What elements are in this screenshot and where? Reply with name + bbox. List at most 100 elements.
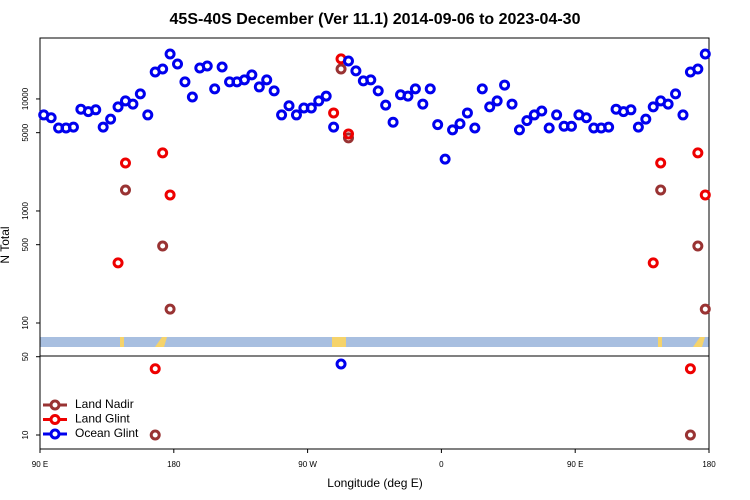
- point: [142, 109, 154, 121]
- x-axis-label: Longitude (deg E): [327, 476, 422, 490]
- point: [90, 104, 102, 116]
- y-tick-label: 10: [21, 430, 30, 439]
- point: [149, 429, 161, 441]
- point: [313, 95, 325, 107]
- point: [499, 79, 511, 91]
- point: [417, 98, 429, 110]
- point: [290, 109, 302, 121]
- legend-marker: [49, 428, 61, 440]
- point: [580, 112, 592, 124]
- point: [632, 121, 644, 133]
- point: [536, 105, 548, 117]
- point: [699, 303, 711, 315]
- point: [454, 118, 466, 130]
- point: [97, 121, 109, 133]
- point: [439, 153, 451, 165]
- point: [692, 147, 704, 159]
- x-tick-label: 90 W: [298, 460, 317, 469]
- point: [112, 257, 124, 269]
- point: [209, 83, 221, 95]
- point: [677, 109, 689, 121]
- point: [283, 100, 295, 112]
- land-patch: [332, 337, 346, 347]
- point: [67, 121, 79, 133]
- point: [149, 363, 161, 375]
- point: [409, 83, 421, 95]
- point: [157, 240, 169, 252]
- point: [603, 121, 615, 133]
- point: [684, 363, 696, 375]
- y-tick-label: 50: [21, 352, 30, 361]
- point: [365, 74, 377, 86]
- x-tick-label: 180: [702, 460, 716, 469]
- point: [350, 65, 362, 77]
- x-tick-label: 90 E: [567, 460, 583, 469]
- land-strip: [40, 337, 709, 347]
- x-tick-label: 180: [167, 460, 181, 469]
- point: [565, 120, 577, 132]
- point: [261, 74, 273, 86]
- point: [164, 303, 176, 315]
- point: [342, 55, 354, 67]
- point: [469, 122, 481, 134]
- point: [491, 95, 503, 107]
- point: [127, 98, 139, 110]
- point: [684, 429, 696, 441]
- point: [186, 91, 198, 103]
- point: [447, 124, 459, 136]
- point: [157, 147, 169, 159]
- point: [380, 99, 392, 111]
- point: [119, 184, 131, 196]
- point: [172, 58, 184, 70]
- land-patch: [155, 337, 167, 347]
- point: [328, 107, 340, 119]
- legend-label: Ocean Glint: [75, 426, 139, 440]
- point: [424, 83, 436, 95]
- point: [640, 113, 652, 125]
- point: [521, 115, 533, 127]
- point: [625, 104, 637, 116]
- point: [432, 119, 444, 131]
- point: [335, 358, 347, 370]
- point: [216, 61, 228, 73]
- point: [335, 63, 347, 75]
- point: [246, 69, 258, 81]
- land-patch: [120, 337, 124, 347]
- point: [45, 112, 57, 124]
- y-tick-label: 1000: [21, 202, 30, 220]
- point: [513, 124, 525, 136]
- y-tick-label: 5000: [21, 123, 30, 141]
- x-tick-label: 0: [439, 460, 444, 469]
- plot-frame: [39, 37, 710, 450]
- point: [699, 48, 711, 60]
- point: [164, 48, 176, 60]
- chart-title: 45S-40S December (Ver 11.1) 2014-09-06 t…: [170, 11, 581, 28]
- point: [134, 88, 146, 100]
- point: [699, 189, 711, 201]
- point: [402, 90, 414, 102]
- point: [476, 83, 488, 95]
- y-tick-label: 500: [21, 237, 30, 251]
- point: [238, 74, 250, 86]
- legend-label: Land Glint: [75, 412, 130, 426]
- point: [551, 109, 563, 121]
- point: [543, 122, 555, 134]
- ocean-band: [40, 337, 709, 347]
- point: [179, 76, 191, 88]
- point: [670, 88, 682, 100]
- point: [372, 85, 384, 97]
- point: [692, 63, 704, 75]
- point: [662, 98, 674, 110]
- point: [253, 81, 265, 93]
- y-tick-label: 100: [21, 316, 30, 330]
- point: [119, 157, 131, 169]
- y-axis-label: N Total: [0, 226, 12, 263]
- point: [320, 90, 332, 102]
- point: [328, 121, 340, 133]
- point: [105, 113, 117, 125]
- point: [305, 102, 317, 114]
- point: [276, 109, 288, 121]
- land-patch: [658, 337, 662, 347]
